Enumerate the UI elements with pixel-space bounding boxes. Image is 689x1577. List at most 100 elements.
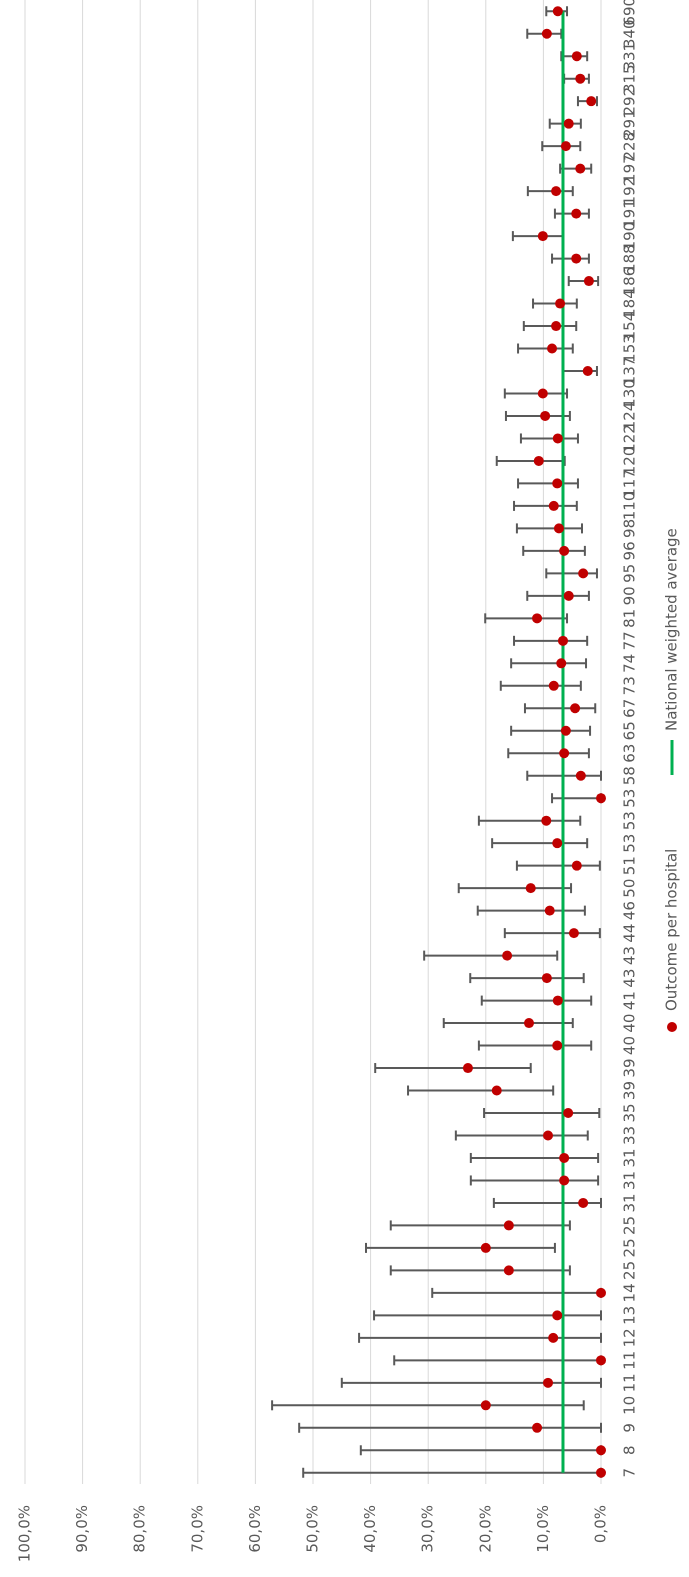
x-tick-label: 50	[621, 879, 639, 898]
x-tick-label: 53	[621, 811, 639, 830]
point	[596, 1445, 606, 1456]
point	[540, 410, 551, 421]
point	[559, 545, 570, 556]
point	[541, 973, 552, 984]
point	[560, 725, 571, 736]
point	[596, 1355, 606, 1366]
x-tick-label: 77	[621, 631, 639, 650]
point	[480, 1400, 491, 1411]
point	[568, 928, 579, 939]
x-tick-label: 31	[621, 1171, 639, 1190]
point	[559, 1175, 570, 1186]
y-tick-label: 20,0%	[476, 1505, 494, 1553]
x-tick-label: 53	[621, 789, 639, 808]
y-tick-label: 10,0%	[534, 1505, 552, 1553]
y-tick-label: 30,0%	[419, 1505, 437, 1553]
y-tick-label: 80,0%	[131, 1505, 149, 1553]
point	[552, 995, 563, 1006]
point	[552, 433, 563, 444]
x-tick-label: 41	[621, 991, 639, 1010]
point	[491, 1085, 502, 1096]
x-tick-label: 53	[621, 834, 639, 853]
point	[571, 253, 582, 264]
point	[552, 6, 563, 17]
point	[575, 770, 586, 781]
point	[583, 276, 594, 287]
point	[552, 838, 563, 849]
y-tick-label: 90,0%	[73, 1505, 91, 1553]
point	[596, 793, 606, 804]
point	[578, 1197, 589, 1208]
x-tick-label: 190	[621, 222, 639, 251]
x-tick-label: 331	[621, 42, 639, 71]
point	[563, 1108, 574, 1118]
x-tick-label: 67	[621, 699, 639, 718]
x-tick-label: 25	[621, 1238, 639, 1257]
x-tick-label: 188	[621, 244, 639, 273]
x-tick-label: 12	[621, 1328, 639, 1347]
y-tick-label: 40,0%	[361, 1505, 379, 1553]
x-tick-label: 690	[621, 0, 639, 26]
point	[503, 1265, 514, 1276]
y-tick-label: 0,0%	[592, 1505, 610, 1543]
x-tick-label: 315	[621, 64, 639, 93]
y-tick-label: 60,0%	[246, 1505, 264, 1553]
point	[563, 590, 574, 601]
x-tick-label: 35	[621, 1103, 639, 1122]
x-tick-label: 291	[621, 109, 639, 138]
x-tick-label: 197	[621, 154, 639, 183]
x-tick-label: 33	[621, 1126, 639, 1145]
x-tick-label: 14	[621, 1283, 639, 1302]
y-tick-label: 100,0%	[16, 1505, 34, 1562]
x-tick-label: 39	[621, 1081, 639, 1100]
point	[532, 1422, 543, 1433]
legend-marker	[667, 1022, 677, 1032]
point	[541, 28, 552, 39]
x-tick-label: 90	[621, 586, 639, 605]
point	[570, 703, 581, 714]
point	[551, 321, 562, 332]
x-tick-label: 44	[621, 924, 639, 943]
point	[533, 455, 544, 466]
x-tick-label: 95	[621, 564, 639, 583]
point	[563, 118, 574, 129]
point	[543, 1130, 554, 1141]
point	[578, 568, 589, 579]
x-tick-label: 73	[621, 676, 639, 695]
point	[552, 478, 563, 489]
point	[532, 613, 543, 624]
x-tick-label: 153	[621, 334, 639, 363]
x-tick-label: 8	[621, 1445, 639, 1455]
x-tick-label: 81	[621, 609, 639, 628]
x-tick-label: 154	[621, 312, 639, 341]
x-tick-label: 46	[621, 901, 639, 920]
point	[575, 73, 586, 84]
point	[571, 208, 582, 219]
point	[548, 1332, 559, 1343]
x-tick-label: 58	[621, 766, 639, 785]
x-tick-label: 292	[621, 87, 639, 116]
x-tick-label: 11	[621, 1351, 639, 1370]
point	[503, 1220, 514, 1231]
point	[537, 231, 548, 242]
x-tick-label: 11	[621, 1373, 639, 1392]
point	[571, 51, 582, 62]
x-tick-label: 184	[621, 289, 639, 318]
point	[552, 1040, 563, 1051]
y-tick-label: 50,0%	[304, 1505, 322, 1553]
point	[548, 680, 559, 691]
x-tick-label: 96	[621, 541, 639, 560]
x-tick-label: 31	[621, 1148, 639, 1167]
x-tick-label: 340	[621, 19, 639, 48]
point	[553, 523, 564, 534]
x-tick-label: 130	[621, 379, 639, 408]
point	[556, 658, 567, 669]
point	[537, 388, 548, 399]
x-tick-label: 40	[621, 1014, 639, 1033]
point	[560, 141, 571, 152]
x-tick-label: 43	[621, 969, 639, 988]
x-tick-label: 13	[621, 1306, 639, 1325]
point	[480, 1242, 491, 1253]
